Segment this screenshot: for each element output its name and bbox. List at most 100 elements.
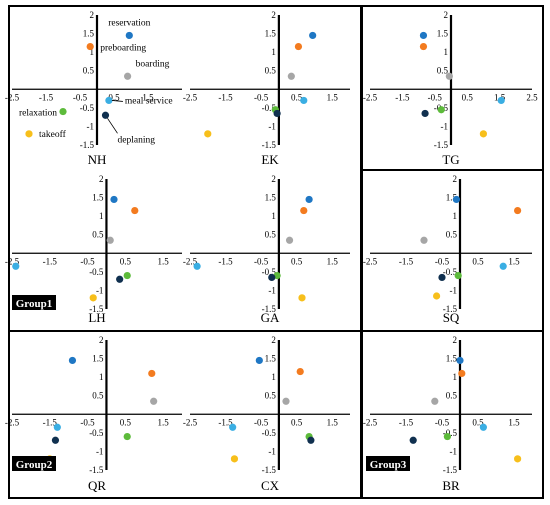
point-relaxation — [437, 106, 445, 114]
x-tick-label: -1.5 — [43, 417, 58, 427]
x-tick-label: 0.5 — [291, 256, 303, 266]
y-tick-label: -1 — [268, 446, 276, 456]
x-tick-label: -1.5 — [218, 92, 233, 102]
y-tick-label: 0.5 — [265, 230, 277, 240]
y-tick-label: -1 — [450, 285, 458, 295]
y-tick-label: 1 — [271, 372, 276, 382]
y-tick-label: 1 — [271, 47, 276, 57]
point-preboarding — [294, 42, 303, 51]
y-tick-label: 2 — [444, 10, 449, 20]
point-relaxation — [443, 432, 451, 441]
x-tick-label: -2.5 — [5, 417, 20, 427]
x-tick-label: 1.5 — [327, 92, 339, 102]
panel-cx: -2.5 -1.5 -0.5 0.5 1.5 2 1.5 1 0.5 -0.5 -1 -1.5 CX — [183, 335, 350, 493]
y-tick-label: 2 — [99, 174, 104, 184]
y-tick-label: 1.5 — [92, 193, 104, 203]
y-tick-label: 1.5 — [265, 193, 277, 203]
panel-sq: -2.5 -1.5 -0.5 0.5 1.521.510.5-0.5-1-1.5SQ — [363, 174, 532, 325]
x-tick-label: -2.5 — [363, 92, 378, 102]
y-tick-label: -1 — [268, 285, 276, 295]
y-tick-label: 2 — [90, 10, 95, 20]
x-tick-label: 0.5 — [291, 417, 303, 427]
x-tick-label: -2.5 — [363, 417, 378, 427]
x-tick-label: -2.5 — [5, 92, 20, 102]
point-deplaning — [438, 273, 446, 282]
point-meal-service — [479, 423, 487, 431]
panel-caption: LH — [88, 310, 105, 325]
point-meal-service — [300, 96, 308, 105]
annotation-leader — [111, 100, 123, 102]
point-deplaning — [409, 436, 417, 444]
y-tick-label: -1 — [441, 121, 449, 131]
y-tick-label: -0.5 — [80, 103, 95, 113]
x-tick-label: -0.5 — [254, 256, 269, 266]
y-tick-label: 1.5 — [92, 354, 104, 364]
y-tick-label: 1 — [99, 211, 104, 221]
point-meal-service — [229, 423, 237, 431]
group-label-text: Group2 — [16, 459, 53, 471]
point-preboarding — [86, 42, 94, 51]
point-reservation — [125, 31, 133, 40]
x-tick-label: -2.5 — [183, 417, 198, 427]
x-tick-label: 0.5 — [472, 417, 484, 427]
point-meal-service — [193, 262, 201, 270]
x-tick-label: -1.5 — [399, 417, 414, 427]
y-tick-label: 1.5 — [265, 354, 277, 364]
y-tick-label: 0.5 — [446, 391, 458, 401]
point-deplaning — [51, 436, 60, 444]
y-tick-label: -0.5 — [443, 428, 458, 438]
point-meal-service — [105, 96, 113, 105]
point-preboarding — [300, 206, 308, 215]
point-boarding — [431, 397, 439, 405]
point-annotation: preboarding — [100, 44, 146, 54]
panel-nh: -2.5 -1.5 -0.5 0.5 1.5 2 1.5 1 0.5 -0.5 -1 -1.5 NH — [5, 10, 182, 167]
point-preboarding — [458, 369, 466, 378]
annotation-leader — [107, 118, 118, 134]
point-reservation — [255, 356, 263, 365]
y-tick-label: -1 — [96, 446, 104, 456]
x-tick-label: -1.5 — [218, 256, 233, 266]
point-reservation — [452, 195, 460, 204]
y-tick-label: 1.5 — [437, 29, 449, 39]
panel-caption: CX — [261, 478, 280, 493]
point-reservation — [305, 195, 313, 204]
y-tick-label: 2 — [271, 10, 276, 20]
point-reservation — [419, 31, 428, 40]
x-tick-label: -0.5 — [73, 92, 88, 102]
y-tick-label: 0.5 — [265, 391, 277, 401]
panel-caption: TG — [442, 152, 459, 167]
x-tick-label: 0.5 — [120, 256, 132, 266]
point-relaxation — [59, 107, 67, 116]
x-tick-label: 0.5 — [291, 92, 303, 102]
point-annotation: deplaning — [118, 135, 156, 145]
point-reservation — [68, 356, 77, 365]
x-tick-label: 1.5 — [157, 256, 169, 266]
point-reservation — [110, 195, 118, 204]
y-tick-label: 0.5 — [92, 391, 104, 401]
point-boarding — [445, 72, 453, 80]
x-tick-label: -1.5 — [395, 92, 410, 102]
point-meal-service — [12, 262, 20, 270]
x-tick-label: -0.5 — [428, 92, 443, 102]
group-label: Group2 — [12, 456, 56, 471]
panel-ga: -2.5 -1.5 -0.5 0.5 1.521.510.5-0.5-1-1.5GA — [183, 174, 350, 325]
y-tick-label: -1.5 — [262, 140, 277, 150]
y-tick-label: 1.5 — [83, 29, 95, 39]
x-tick-label: -2.5 — [183, 92, 198, 102]
y-tick-label: 1 — [99, 372, 104, 382]
point-boarding — [150, 397, 158, 405]
x-tick-label: 1.5 — [508, 256, 520, 266]
panel-caption: NH — [88, 152, 107, 167]
point-preboarding — [148, 369, 156, 378]
y-tick-label: -1 — [450, 446, 458, 456]
y-tick-label: -1.5 — [89, 465, 104, 475]
point-relaxation — [123, 432, 131, 441]
point-takeoff — [479, 130, 487, 138]
point-takeoff — [433, 292, 441, 300]
x-tick-label: 0.5 — [108, 92, 120, 102]
y-tick-label: 0.5 — [83, 66, 95, 76]
point-preboarding — [131, 206, 139, 215]
x-tick-label: -2.5 — [363, 256, 378, 266]
nh-annotations: reservation preboarding boarding meal servi… — [19, 18, 173, 145]
